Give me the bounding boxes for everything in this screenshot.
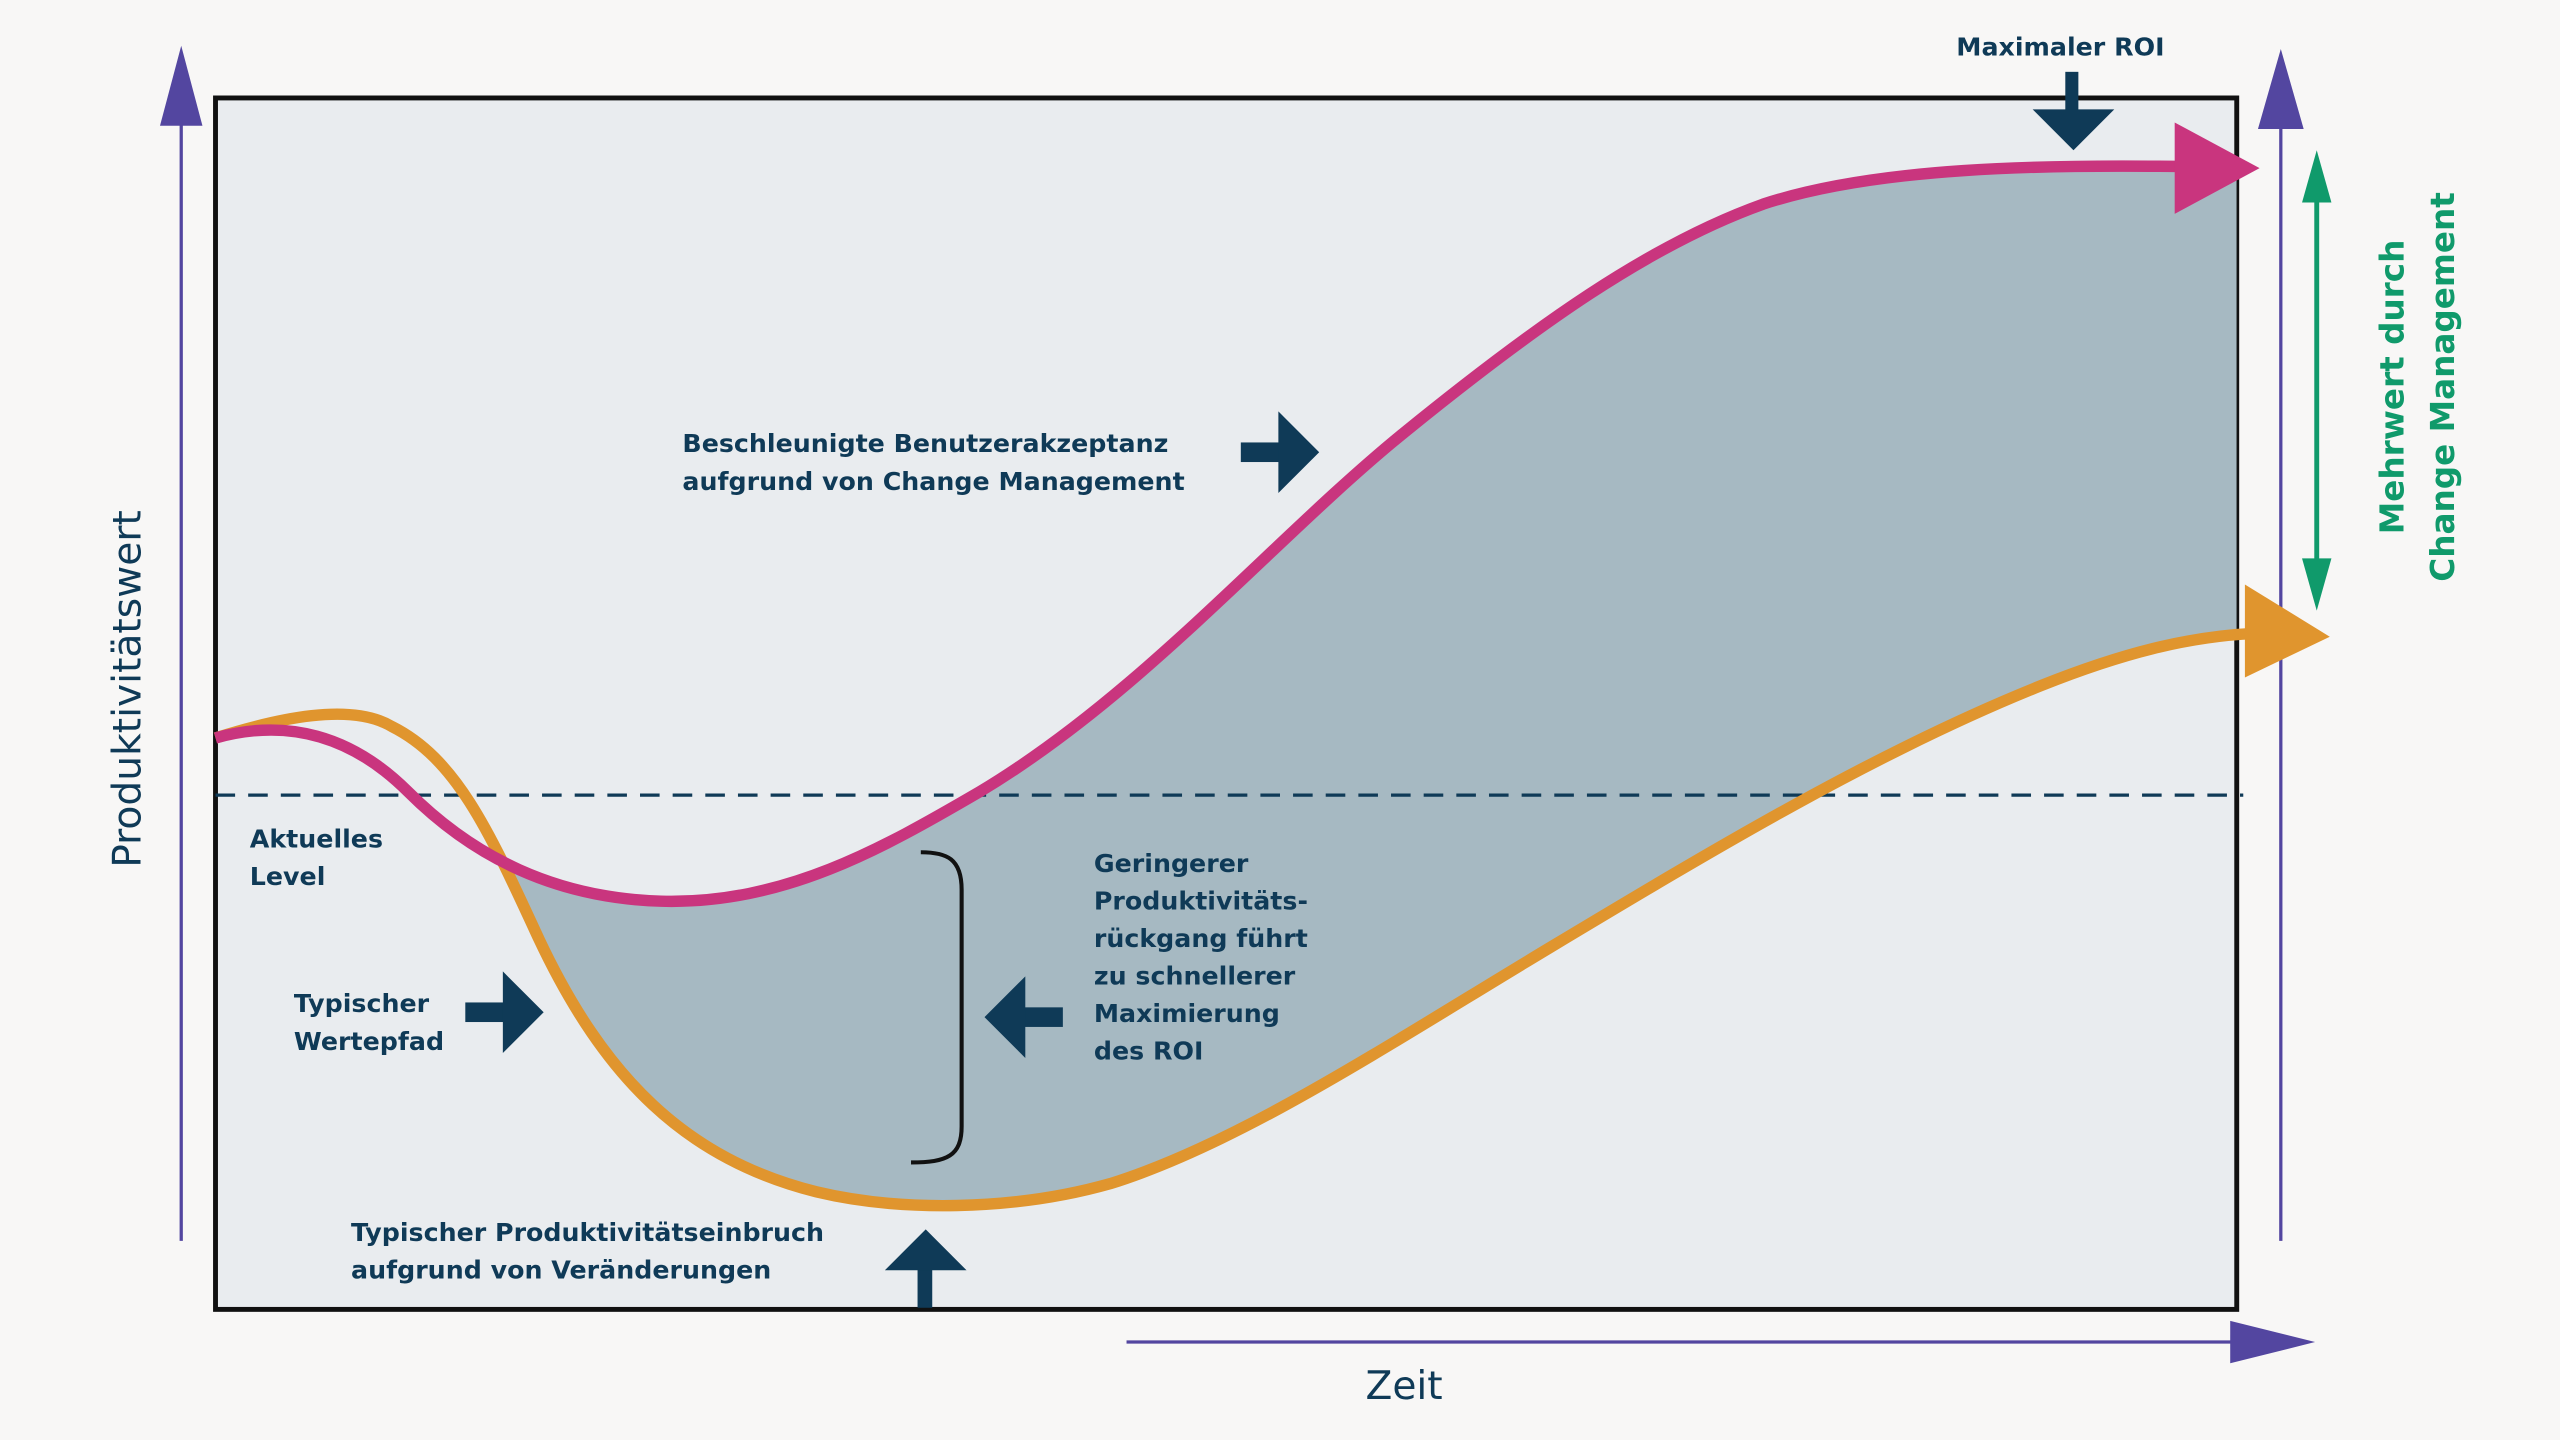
smaller-drop-label-line: Produktivitäts-	[1094, 886, 1308, 915]
right-axis-arrow-icon	[2257, 48, 2304, 129]
x-axis-label: Zeit	[1365, 1364, 1442, 1409]
max-roi-arrow-icon	[2032, 71, 2115, 151]
added-value-label-line1: Mehrwert durch	[2373, 240, 2411, 535]
smaller-drop-label-line: des ROI	[1094, 1037, 1204, 1066]
accelerated-value-curve	[213, 160, 2188, 907]
y-axis-label: Produktivitätswert	[105, 510, 150, 868]
current-level-label-line2: Level	[250, 862, 326, 891]
smaller-drop-label-line: Maximierung	[1094, 999, 1280, 1028]
accelerated-label-line1: Beschleunigte Benutzerakzeptanz	[682, 429, 1168, 458]
accelerated-curve-arrowhead-icon	[2174, 122, 2260, 214]
typical-path-label-line2: Wertepfad	[294, 1027, 444, 1056]
smaller-drop-label-line: Geringerer	[1094, 849, 1249, 878]
typical-drop-label-line2: aufgrund von Veränderungen	[351, 1255, 771, 1284]
typical-curve-arrowhead-icon	[2244, 584, 2330, 678]
accelerated-label-line2: aufgrund von Change Management	[682, 467, 1184, 496]
typical-path-label-line1: Typischer	[294, 989, 430, 1018]
typical-path-pointer-arrow-icon	[465, 971, 544, 1054]
typical-drop-pointer-arrow-icon	[884, 1229, 967, 1308]
accelerated-pointer-arrow-icon	[1240, 411, 1320, 494]
added-value-down-arrow-icon	[2302, 558, 2332, 611]
smaller-drop-label-line: zu schnellerer	[1094, 961, 1296, 990]
x-axis-arrow-icon	[2230, 1320, 2316, 1364]
gap-bracket-icon	[911, 850, 964, 1165]
added-value-up-arrow-icon	[2302, 150, 2332, 203]
max-roi-label: Maximaler ROI	[1956, 33, 2164, 62]
typical-drop-label-line1: Typischer Produktivitätseinbruch	[351, 1218, 824, 1247]
typical-value-curve	[213, 627, 2254, 1212]
y-axis-arrow-icon	[160, 45, 203, 126]
added-value-label-line2: Change Management	[2424, 192, 2462, 582]
current-level-label-line1: Aktuelles	[250, 824, 383, 853]
smaller-drop-pointer-arrow-icon	[984, 976, 1063, 1058]
smaller-drop-label-line: rückgang führt	[1094, 924, 1308, 953]
